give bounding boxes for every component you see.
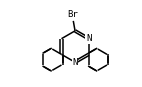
- Text: N: N: [86, 34, 91, 43]
- Text: N: N: [72, 58, 78, 67]
- Text: Br: Br: [67, 10, 78, 19]
